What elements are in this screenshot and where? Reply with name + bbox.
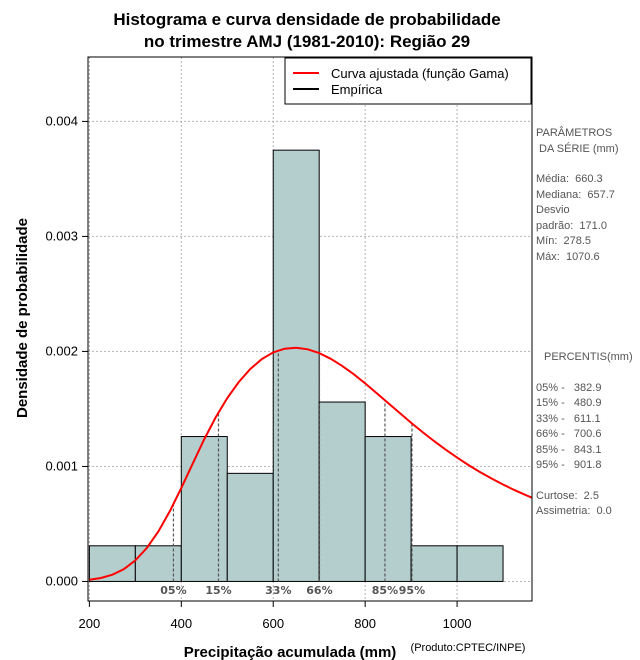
stat-media: Média: 660.3 [536,173,603,185]
histogram-bar [134,545,182,582]
stat-mediana: Mediana: 657.7 [536,188,615,201]
legend-label-curve: Curva ajustada (função Gama) [331,66,509,81]
chart-title-line2: no trimestre AMJ (1981-2010): Região 29 [144,32,470,51]
params-title-1: PARÂMETROS [536,127,613,139]
plot-frame [87,56,533,602]
percentile-label: 85% [372,584,398,597]
percentis-title: PERCENTIS(mm) [544,351,633,363]
y-tick-label: 0.004 [45,113,78,128]
y-axis: 0.000 0.001 0.002 0.003 0.004 [45,113,88,588]
histogram-bar [180,436,228,582]
stat-p85: 85% - 843.1 [536,443,602,456]
percentile-label: 15% [205,584,231,597]
percentile-labels: 05% 15% 33% 66% 85% 95% [160,584,425,597]
stat-assimetria: Assimetria: 0.0 [536,505,612,517]
x-tick-label: 1000 [443,616,472,631]
series-parameters-panel: PARÂMETROS DA SÉRIE (mm) Média: 660.3 Me… [536,126,640,526]
histogram-bar [318,401,366,582]
stat-curtose: Curtose: 2.5 [536,489,599,502]
chart-title-line1: Histograma e curva densidade de probabil… [113,10,500,29]
stat-p95: 95% - 901.8 [536,459,602,471]
stat-p15: 15% - 480.9 [536,397,602,409]
histogram-bar [456,545,504,582]
stat-desvio-line2: padrão: 171.0 [536,219,607,232]
stat-p33: 33% - 611.1 [536,412,601,425]
histogram-bars [88,149,504,582]
percentile-label: 05% [160,584,186,597]
percentile-label: 33% [265,584,291,597]
y-tick-label: 0.000 [45,573,78,588]
gamma-curve [89,346,533,581]
histogram-bar [364,436,412,582]
params-title-2: DA SÉRIE (mm) [536,142,619,155]
y-tick-label: 0.001 [45,458,78,473]
x-tick-label: 800 [354,616,376,631]
stat-p66: 66% - 700.6 [536,428,602,440]
y-axis-title: Densidade de probabilidade [14,218,31,418]
legend-box [284,57,532,105]
histogram-bar [226,472,274,582]
histogram-bar [88,545,136,582]
y-tick-label: 0.003 [45,228,78,243]
legend: Curva ajustada (função Gama) Empírica [284,57,532,105]
percentile-label: 95% [399,584,425,597]
histogram-bar [272,149,320,582]
gamma-curve-line [89,346,533,581]
stat-max: Máx: 1070.6 [536,250,600,263]
x-tick-label: 600 [262,616,284,631]
histogram-bar [410,545,458,582]
product-credit: (Produto:CPTEC/INPE) [411,642,526,654]
stat-desvio-line1: Desvio [536,204,570,216]
percentile-label: 66% [306,584,332,597]
percentile-lines [172,350,413,582]
legend-label-empirical: Empírica [331,82,383,97]
y-tick-label: 0.002 [45,343,78,358]
x-axis-title: Precipitação acumulada (mm) [184,644,397,660]
x-tick-label: 200 [79,616,101,631]
x-tick-label: 400 [170,616,192,631]
x-axis: 200 400 600 800 1000 [79,601,472,631]
stat-p05: 05% - 382.9 [536,381,602,394]
stat-min: Mín: 278.5 [536,235,592,247]
